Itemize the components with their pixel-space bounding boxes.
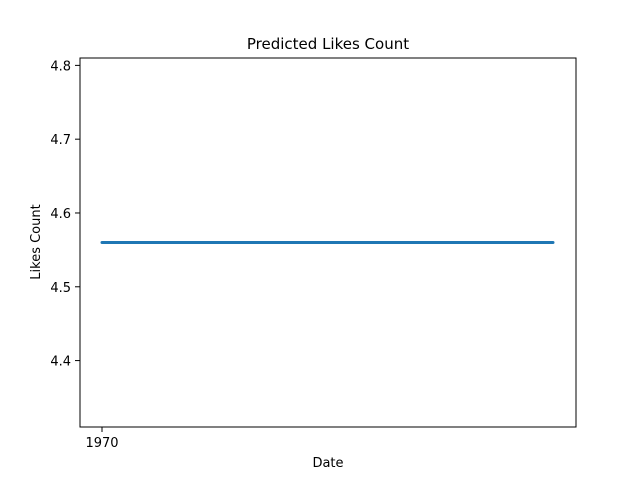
y-tick-label: 4.8 xyxy=(50,59,71,74)
x-axis-ticks: 1970 xyxy=(85,427,119,451)
y-axis-ticks: 4.4 4.5 4.6 4.7 4.8 xyxy=(50,59,80,370)
y-tick-label: 4.4 xyxy=(50,355,71,370)
y-axis-label: Likes Count xyxy=(29,204,44,279)
x-axis-label: Date xyxy=(312,456,343,471)
y-tick-label: 4.6 xyxy=(50,207,71,222)
x-tick-label: 1970 xyxy=(85,436,118,451)
y-tick-label: 4.5 xyxy=(50,281,71,296)
chart-title: Predicted Likes Count xyxy=(247,35,409,53)
y-tick-label: 4.7 xyxy=(50,133,71,148)
